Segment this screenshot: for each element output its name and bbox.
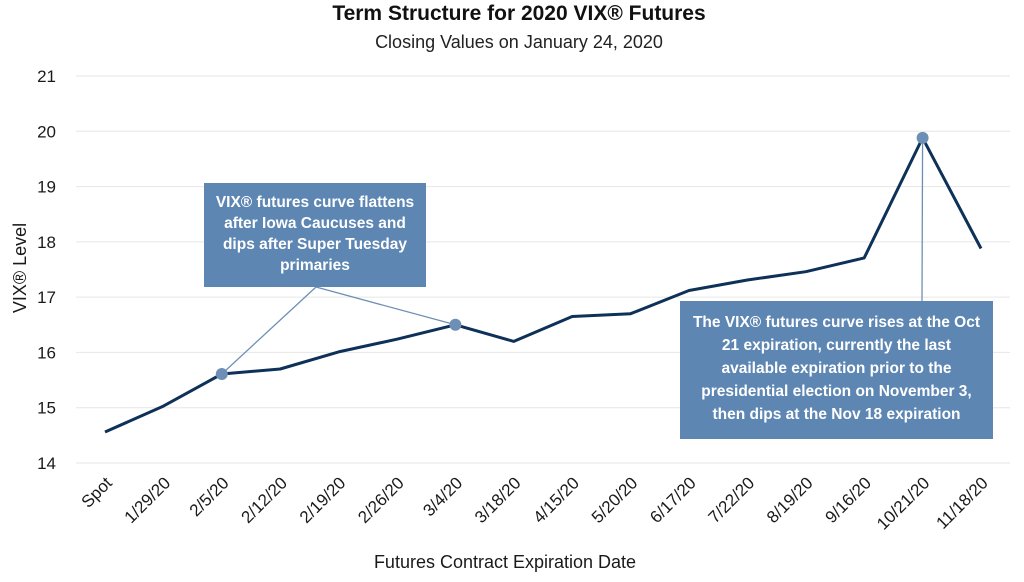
x-tick-label: 5/20/20: [588, 473, 642, 527]
x-tick-label: 2/26/20: [354, 473, 408, 527]
x-tick-label: 3/4/20: [419, 473, 466, 520]
annotation-leader-line: [921, 137, 924, 302]
annotation-text-line: primaries: [280, 257, 350, 274]
y-tick-label: 19: [37, 178, 56, 197]
annotation-box: VIX® futures curve flattens after Iowa Ca…: [204, 183, 426, 287]
y-tick-label: 14: [37, 454, 56, 473]
annotation-background: [680, 301, 993, 439]
x-tick-label: 8/19/20: [763, 473, 817, 527]
x-tick-label: 2/5/20: [186, 473, 233, 520]
chart-title: Term Structure for 2020 VIX® Futures: [332, 2, 705, 25]
annotation-text-line: available expiration prior to the: [722, 360, 952, 377]
y-tick-label: 18: [37, 233, 56, 252]
annotation-text-line: after Iowa Caucuses and: [224, 215, 406, 232]
x-axis-label: Futures Contract Expiration Date: [374, 552, 636, 572]
x-tick-label: 2/19/20: [296, 473, 350, 527]
y-tick-label: 20: [37, 122, 56, 141]
annotation-text-line: The VIX® futures curve rises at the Oct: [693, 314, 980, 331]
x-tick-label: 10/21/20: [873, 473, 933, 533]
annotation-text-line: presidential election on November 3,: [701, 383, 971, 400]
x-tick-label: 1/29/20: [121, 473, 175, 527]
y-tick-label: 17: [37, 288, 56, 307]
x-tick-label: 2/12/20: [237, 473, 291, 527]
chart-subtitle: Closing Values on January 24, 2020: [375, 32, 663, 52]
highlight-point: [215, 367, 228, 380]
annotation-leader-line: [315, 286, 456, 326]
x-tick-label: 7/22/20: [705, 473, 759, 527]
annotation-text-line: dips after Super Tuesday: [223, 236, 407, 253]
y-tick-label: 15: [37, 399, 56, 418]
annotation-leader-line: [221, 286, 317, 375]
x-tick-label: 11/18/20: [932, 473, 991, 532]
x-tick-label: Spot: [78, 473, 116, 511]
x-axis-ticks: Spot 1/29/20 2/5/20 2/12/20 2/19/20 2/26/20 3/…: [78, 473, 992, 533]
x-tick-label: 6/17/20: [646, 473, 700, 527]
series-line: [104, 136, 983, 434]
annotation-box: The VIX® futures curve rises at the Oct 2…: [680, 301, 993, 439]
x-tick-label: 3/18/20: [471, 473, 525, 527]
annotation-text-line: then dips at the Nov 18 expiration: [712, 406, 960, 423]
highlight-point: [449, 318, 462, 331]
y-axis-ticks: 14 15 16 17 18 19 20 21: [37, 67, 56, 473]
y-tick-label: 16: [37, 343, 56, 362]
annotation-background: [204, 183, 426, 287]
x-tick-label: 4/15/20: [529, 473, 583, 527]
annotations: VIX® futures curve flattens after Iowa Ca…: [204, 183, 993, 439]
x-tick-label: 9/16/20: [821, 473, 875, 527]
highlight-point: [916, 131, 929, 144]
annotation-text-line: VIX® futures curve flattens: [216, 194, 414, 211]
annotation-leaders: [221, 137, 924, 375]
annotation-text-line: 21 expiration, currently the last: [722, 337, 951, 354]
y-tick-label: 21: [37, 67, 56, 86]
y-axis-label: VIX® Level: [10, 223, 30, 313]
highlight-markers: [215, 131, 929, 380]
